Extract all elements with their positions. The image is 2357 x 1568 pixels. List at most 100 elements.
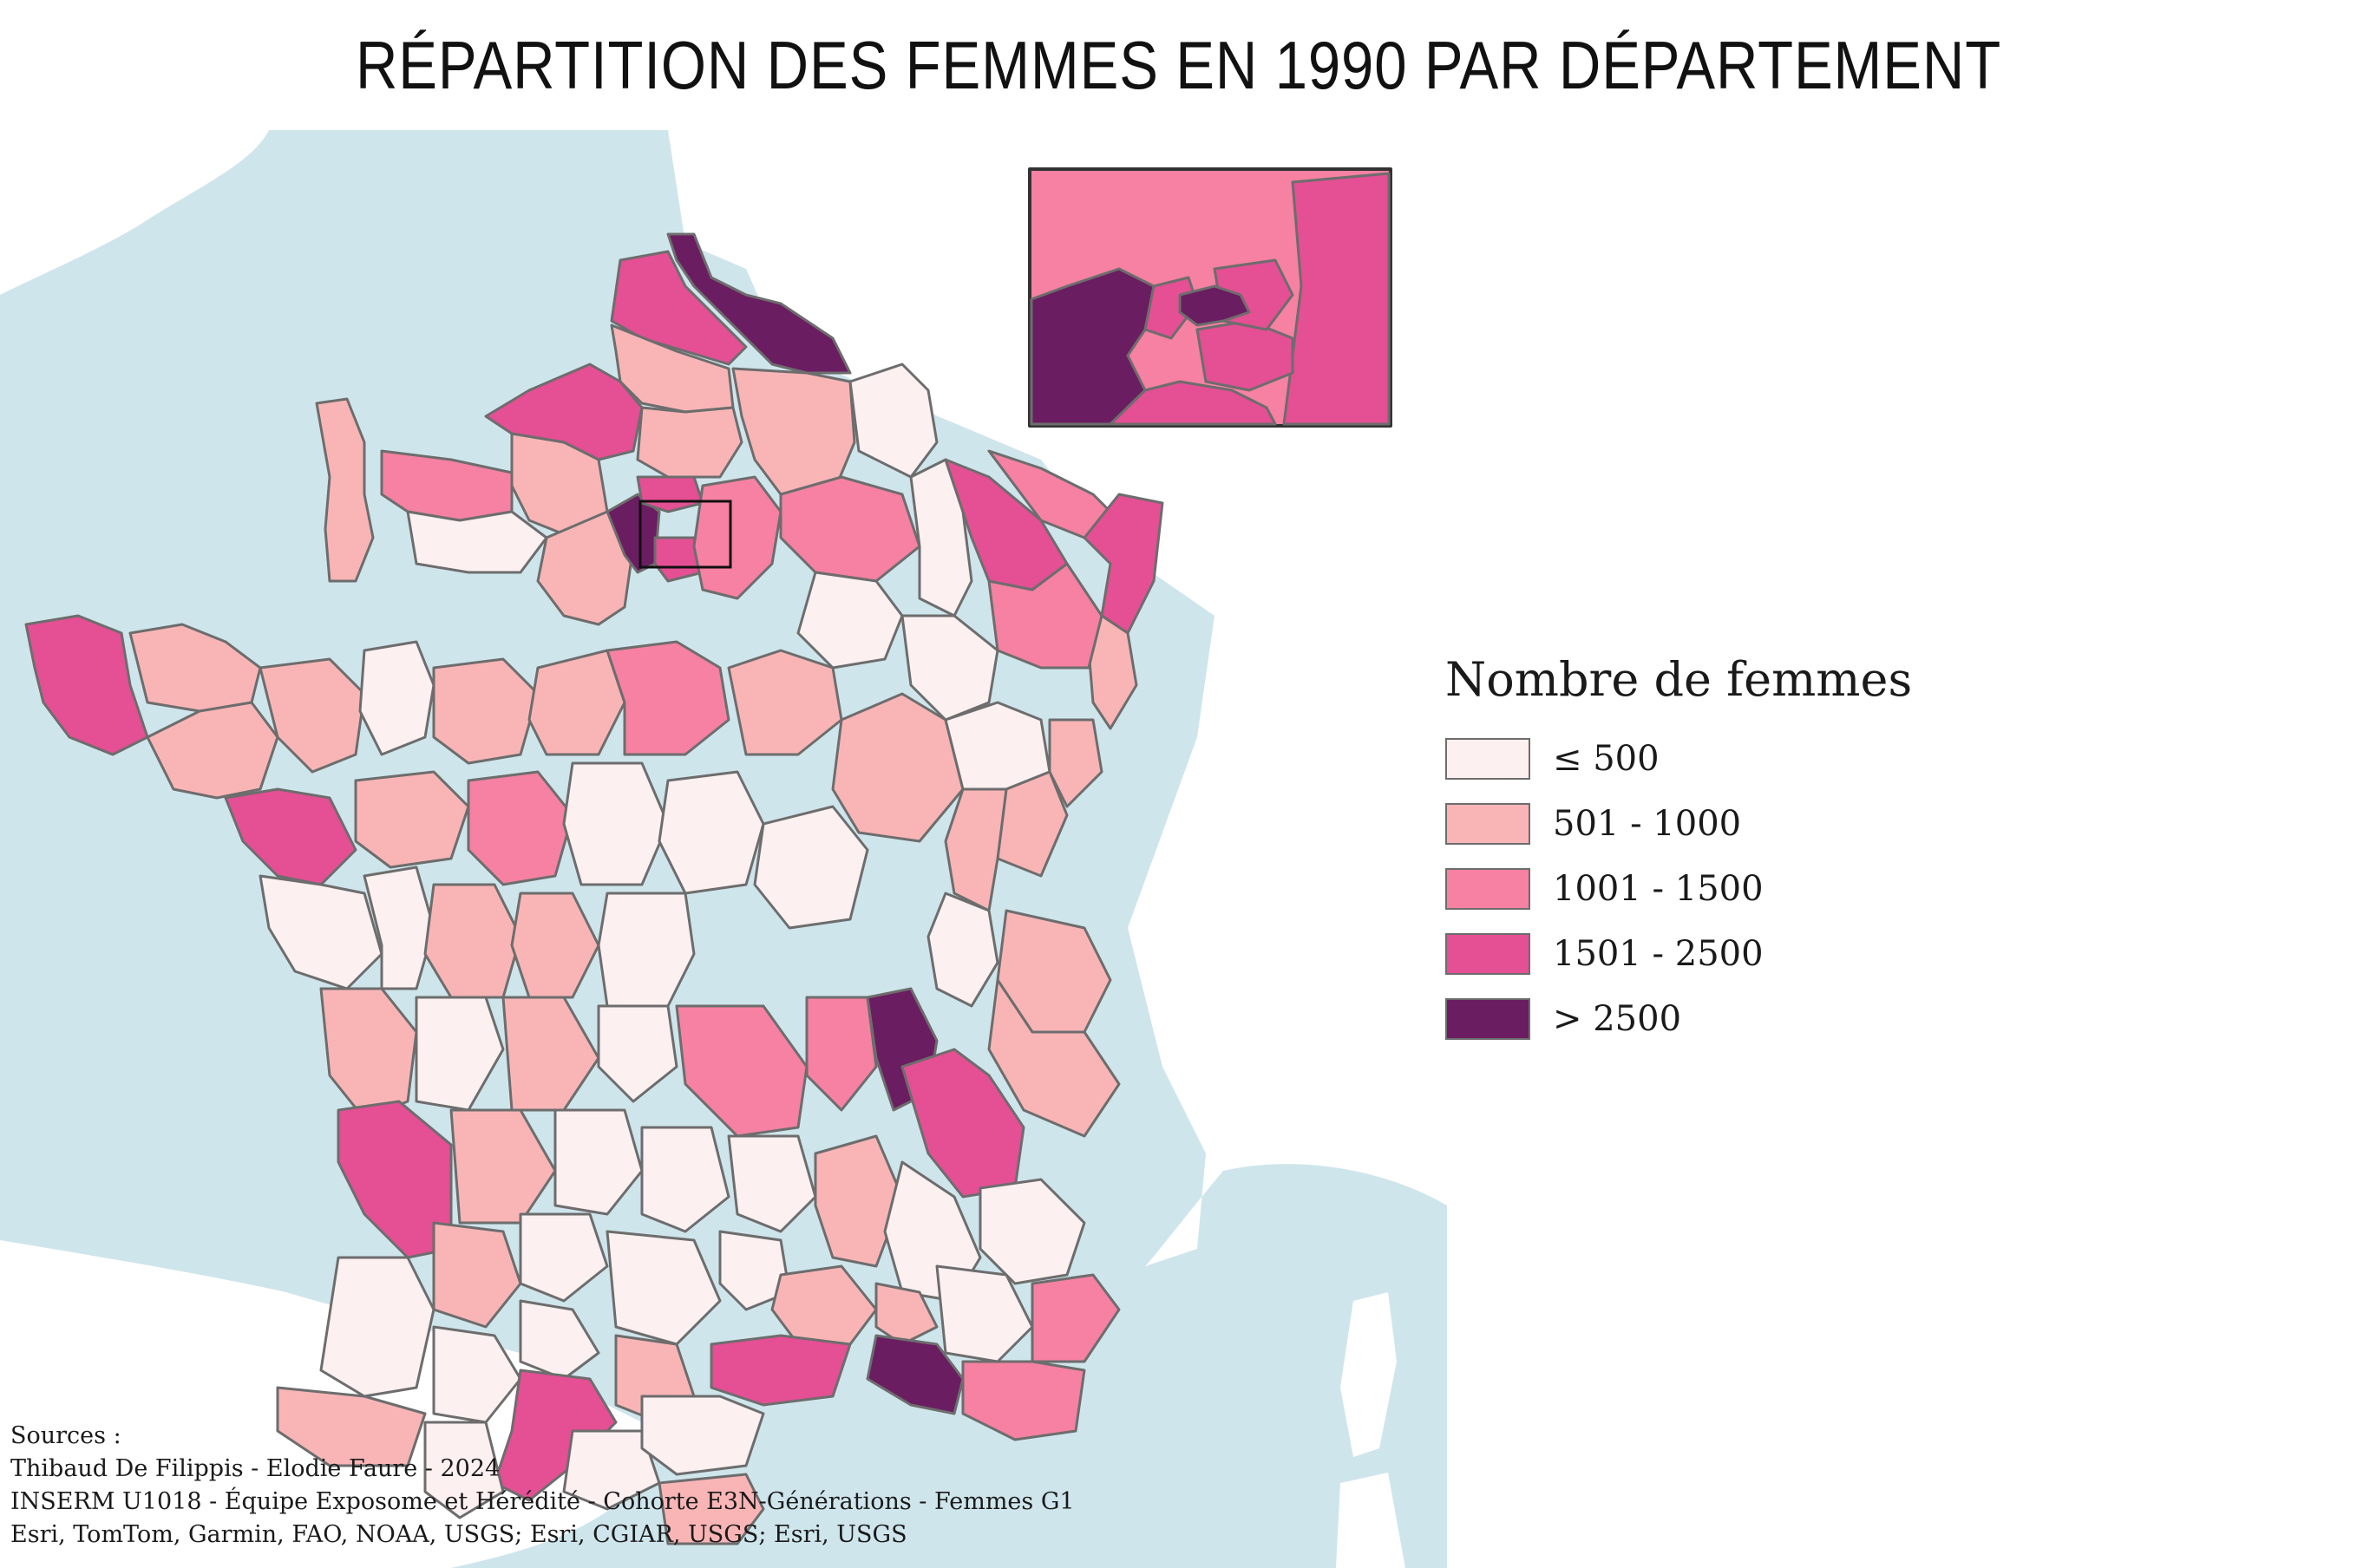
dept-vosges: [987, 562, 1103, 670]
dept-yonne: [727, 649, 843, 756]
inset-essonne: [1109, 380, 1277, 426]
dept-doubs: [996, 770, 1069, 878]
dept-pyrenees-orientales: [658, 1473, 765, 1545]
dept-hautes-pyrenees: [423, 1421, 505, 1519]
sources-line-basemap: Esri, TomTom, Garmin, FAO, NOAA, USGS; E…: [10, 1521, 907, 1548]
dept-alpes-de-haute-provence: [935, 1264, 1034, 1363]
map-title: RÉPARTITION DES FEMMES EN 1990 PAR DÉPAR…: [355, 27, 2002, 103]
dept-nievre: [658, 770, 765, 895]
map-legend: Nombre de femmes ≤ 500 501 - 1000 1001 - 1…: [1445, 652, 2053, 1051]
sources-block: Sources : Thibaud De Filippis - Elodie F…: [10, 1420, 1075, 1552]
dept-vaucluse: [874, 1282, 939, 1346]
dept-lozere: [718, 1230, 791, 1311]
inset-yvelines: [1030, 267, 1156, 426]
dept-landes: [319, 1256, 435, 1398]
legend-item: 501 - 1000: [1445, 791, 2053, 856]
dept-hautes-alpes: [979, 1178, 1086, 1285]
dept-pyrenees-atlantiques: [276, 1386, 427, 1467]
legend-item: ≤ 500: [1445, 726, 2053, 791]
sources-line-authors: Thibaud De Filippis - Elodie Faure - 202…: [10, 1455, 501, 1482]
legend-label: ≤ 500: [1553, 738, 1660, 779]
dept-haute-loire: [727, 1134, 817, 1233]
legend-item: 1501 - 2500: [1445, 921, 2053, 986]
dept-aude: [640, 1395, 765, 1476]
dept-loire: [805, 996, 878, 1112]
legend-swatch: [1445, 802, 1530, 845]
basemap-sardinia: [1336, 1473, 1405, 1568]
dept-ille-et-vilaine: [259, 657, 366, 774]
legend-label: 1001 - 1500: [1553, 868, 1764, 909]
dept-haute-garonne: [493, 1369, 618, 1502]
dept-haute-marne: [900, 614, 999, 722]
basemap-svg: [0, 130, 1447, 1568]
dept-isere: [900, 1048, 1025, 1199]
dept-alpes-maritimes: [1031, 1273, 1121, 1363]
dept-aveyron: [606, 1230, 722, 1346]
dept-ain: [926, 892, 999, 1008]
paris-inset: [1028, 167, 1392, 428]
dept-ariege: [562, 1429, 661, 1511]
sources-line-cohort: INSERM U1018 - Équipe Exposome et Hérédi…: [10, 1488, 1075, 1515]
basemap-britain-land: [0, 130, 269, 295]
dept-loire-atlantique: [224, 787, 357, 886]
dept-jura: [944, 787, 1008, 912]
dept-loir-et-cher: [527, 649, 626, 756]
dept-essonne: [653, 536, 704, 583]
dept-savoie: [987, 978, 1121, 1138]
sources-heading: Sources :: [10, 1422, 121, 1449]
dept-haute-vienne: [501, 996, 600, 1112]
dept-nord: [666, 232, 852, 375]
legend-swatch: [1445, 932, 1530, 975]
dept-indre-et-loire: [467, 770, 574, 886]
legend-item: > 2500: [1445, 986, 2053, 1051]
dept-sarthe: [432, 657, 540, 765]
dept-saone-et-loire: [753, 805, 869, 930]
dept-oise: [636, 406, 743, 479]
dept-bouches-du-rhone: [866, 1334, 965, 1415]
dept-territoire-de-belfort: [1048, 718, 1103, 808]
dept-correze: [553, 1108, 644, 1216]
dept-vienne: [423, 883, 522, 999]
dept-pas-de-calais: [610, 250, 748, 366]
legend-title: Nombre de femmes: [1445, 652, 1913, 707]
dept-var: [961, 1360, 1086, 1441]
legend-item: 1001 - 1500: [1445, 856, 2053, 921]
dept-charente-maritime: [319, 987, 418, 1120]
inset-seine-et-marne: [1282, 172, 1391, 426]
dept-haute-saone: [944, 701, 1051, 791]
dept-morbihan: [146, 701, 279, 800]
dept-manche: [315, 397, 375, 583]
map-panel[interactable]: [0, 130, 1447, 1568]
dept-orne: [406, 510, 548, 574]
dept-cotes-d-armor: [128, 623, 262, 713]
dept-lot-et-garonne: [432, 1221, 522, 1329]
dept-cher: [562, 761, 670, 886]
dept-gironde: [337, 1100, 453, 1259]
dept-charente: [415, 996, 505, 1112]
dept-tarn-et-garonne: [519, 1299, 600, 1381]
inset-val-de-marne: [1195, 319, 1294, 392]
dept-marne: [779, 475, 921, 583]
legend-swatch: [1445, 997, 1530, 1040]
legend-label: 1501 - 2500: [1553, 933, 1764, 974]
dept-cote-d-or: [831, 692, 965, 843]
dept-aube: [796, 571, 904, 670]
legend-label: 501 - 1000: [1553, 803, 1742, 844]
dept-herault: [710, 1334, 852, 1407]
dept-maine-et-loire: [354, 770, 470, 869]
dept-indre: [510, 892, 600, 999]
dept-loiret: [606, 640, 730, 756]
dept-puy-de-dome: [675, 1004, 809, 1138]
dept-creuse: [597, 1004, 678, 1103]
basemap-corsica: [1340, 1292, 1397, 1457]
dept-mayenne: [358, 640, 435, 756]
dept-dordogne: [449, 1108, 557, 1225]
legend-swatch: [1445, 737, 1530, 780]
dept-lot: [519, 1212, 609, 1303]
dept-cantal: [640, 1126, 730, 1233]
dept-gers: [432, 1325, 522, 1424]
dept-ardennes: [848, 363, 939, 479]
dept-ardeche: [814, 1134, 904, 1268]
inset-paris: [1178, 284, 1251, 327]
dept-vendee: [259, 874, 383, 990]
